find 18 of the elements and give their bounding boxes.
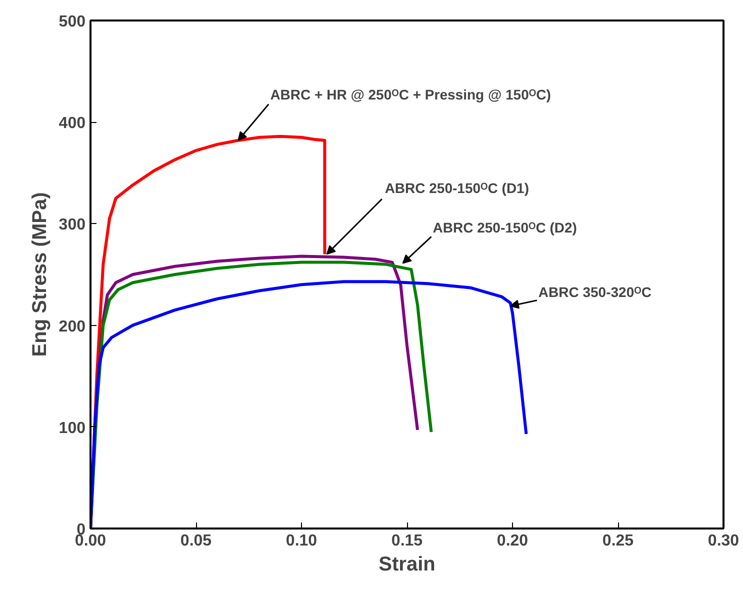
y-tick-label: 200: [58, 318, 86, 336]
y-tick-label: 500: [58, 14, 86, 30]
x-tick-label: 0.20: [496, 532, 528, 550]
x-tick-label: 0.30: [708, 532, 740, 550]
y-tick-label: 100: [58, 420, 86, 437]
x-tick-label: 0.10: [286, 532, 318, 550]
x-axis-title: Strain: [378, 554, 436, 576]
annotation: ABRC 350-320ᴼC: [538, 284, 652, 300]
line-series: [90, 280, 528, 528]
annotation: ABRC 250-150ᴼC (D2): [432, 219, 577, 236]
x-tick-label: 0.25: [602, 532, 634, 550]
y-axis-title: Eng Stress (MPa): [28, 192, 51, 357]
y-tick-label: 400: [58, 115, 86, 132]
x-tick-label: 0.15: [391, 532, 423, 550]
y-tick-label: 300: [58, 216, 86, 234]
annotation: ABRC 250-150ᴼC (D1): [384, 180, 530, 196]
x-tick-label: 0.05: [180, 532, 212, 550]
annotation: ABRC + HR @ 250ᴼC + Pressing @ 150ᴼC): [270, 86, 551, 102]
